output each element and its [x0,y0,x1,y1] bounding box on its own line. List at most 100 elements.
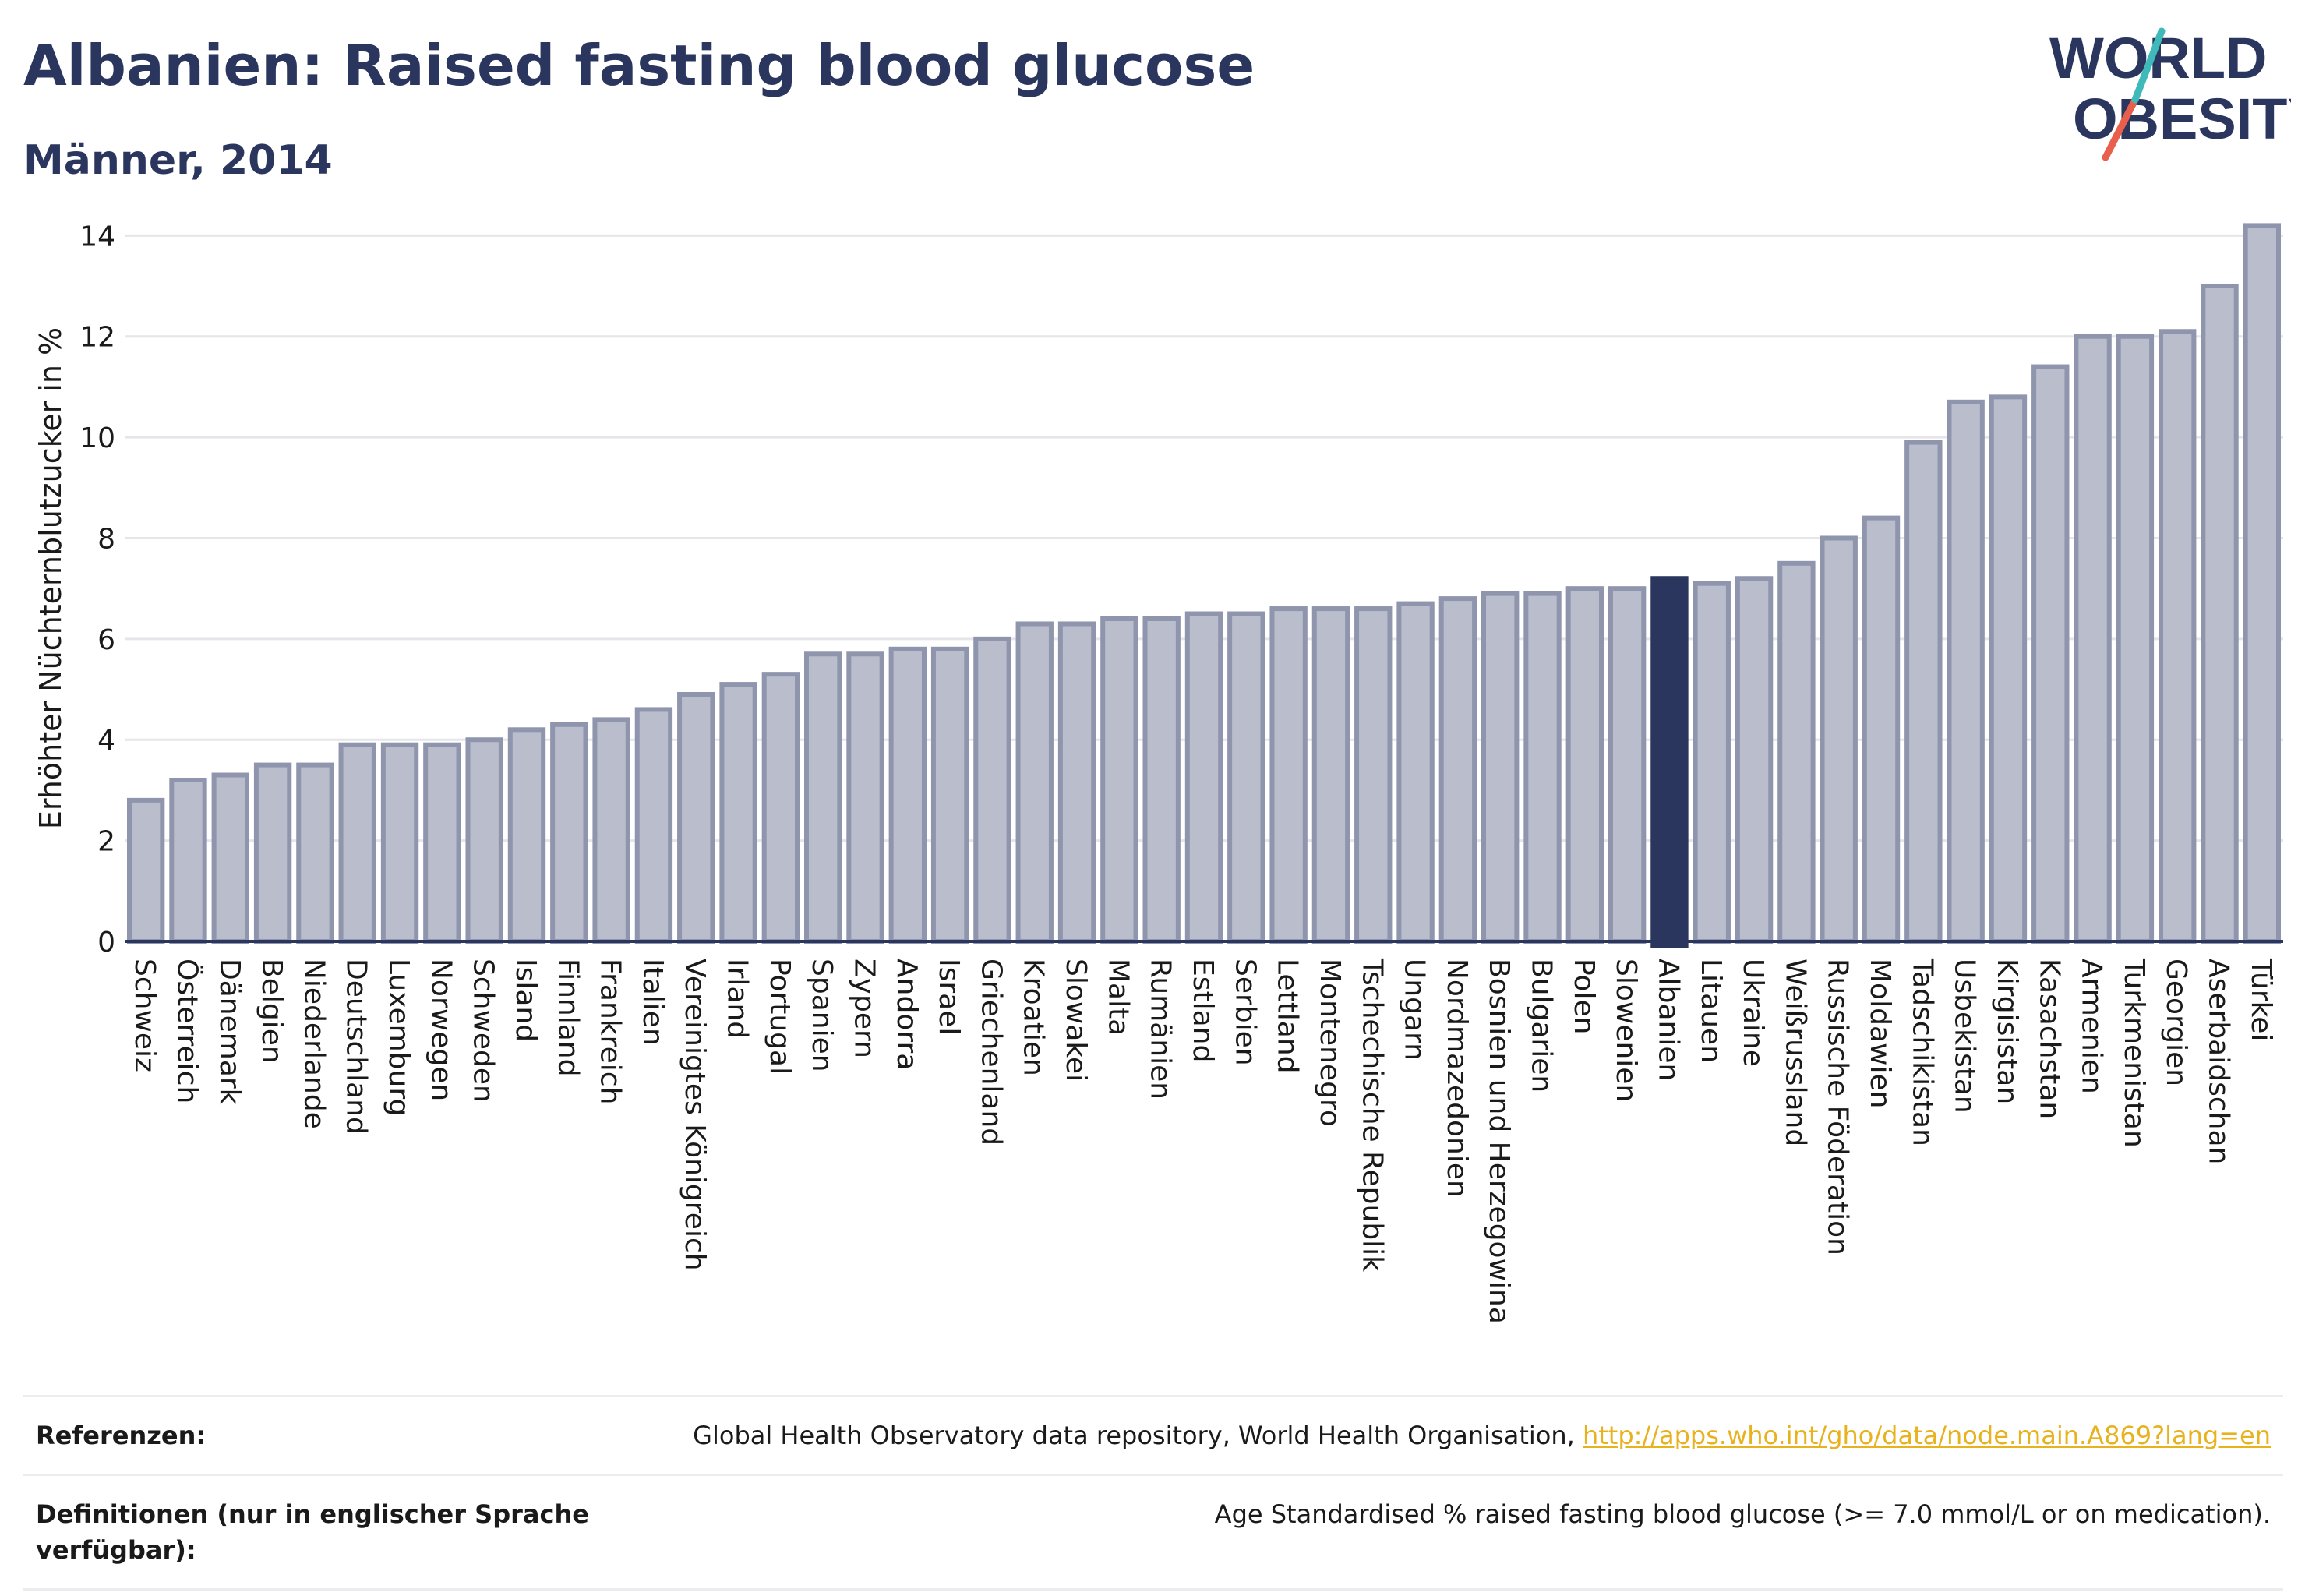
bar [338,742,376,944]
bar [380,742,419,944]
x-tick-label: Polen [1568,959,1600,1034]
bar [423,742,461,944]
x-tick-label: Norwegen [425,959,457,1101]
definitions-label: Definitionen (nur in englischer Sprache … [36,1499,589,1565]
x-tick-label: Montenegro [1314,959,1346,1127]
bar [761,672,800,944]
references-row: Referenzen: Global Health Observatory da… [23,1395,2283,1474]
y-tick-label: 2 [97,826,115,858]
x-tick-label: Finnland [552,959,584,1076]
x-tick-label: Irland [722,959,754,1039]
page-title: Albanien: Raised fasting blood glucose [23,33,1255,98]
x-tick-label: Russische Föderation [1822,959,1854,1255]
bar [1904,440,1943,944]
bar [126,797,165,945]
bar [2116,334,2155,945]
bar [253,762,292,944]
x-tick-label: Moldawien [1864,959,1896,1108]
bar [1777,560,1816,944]
x-tick-label: Kirgisistan [1991,959,2023,1104]
bar [634,707,673,945]
world-obesity-logo: WORLD OBESITY [2049,26,2291,161]
bar [1227,611,1265,944]
bar [1608,586,1647,944]
definitions-value: Age Standardised % raised fasting blood … [1214,1499,2271,1529]
bar-highlighted [1650,576,1689,948]
x-tick-label: Türkei [2245,958,2277,1041]
x-tick-label: Island [510,959,542,1042]
bar [1735,576,1774,944]
x-tick-label: Andorra [891,959,923,1070]
x-tick-label: Armenien [2076,959,2108,1094]
x-tick-label: Zypern [848,959,880,1058]
x-tick-label: Schweiz [129,959,161,1072]
bar [677,692,715,944]
bar [803,651,842,945]
bar [2074,334,2112,945]
references-text: Global Health Observatory data repositor… [693,1421,1583,1450]
references-link[interactable]: http://apps.who.int/gho/data/node.main.A… [1582,1421,2271,1450]
x-tick-label: Italien [637,959,669,1046]
x-tick-label: Estland [1187,959,1219,1062]
bar [1693,581,1731,944]
x-tick-label: Tschechische Republik [1356,958,1388,1272]
y-tick-label: 12 [79,322,115,354]
bar [719,682,757,944]
x-tick-label: Österreich [171,959,203,1103]
y-tick-label: 10 [79,422,115,454]
definitions-row: Definitionen (nur in englischer Sprache … [23,1474,2283,1591]
x-tick-label: Georgien [2160,959,2192,1086]
x-tick-label: Lettland [1272,959,1304,1074]
bar [1438,596,1477,944]
bar [2159,329,2197,944]
x-tick-label: Kroatien [1018,959,1050,1076]
bar [888,646,927,944]
x-tick-label: Niederlande [298,959,330,1129]
bar [465,737,503,944]
x-tick-label: Ungarn [1399,959,1431,1061]
bar [169,777,207,944]
x-tick-label: Dänemark [214,959,245,1105]
bar [846,651,884,945]
x-tick-label: Belgien [256,959,288,1064]
bar [507,727,546,945]
x-tick-label: Aserbaidschan [2203,959,2235,1164]
y-tick-label: 6 [97,624,115,656]
x-tick-label: Albanien [1652,959,1684,1081]
bar [211,772,249,944]
bar [1862,515,1901,944]
bar [296,762,334,944]
x-tick-label: Vereinigtes Königreich [679,959,711,1271]
x-tick-label: Slowenien [1610,959,1642,1102]
y-tick-label: 8 [97,523,115,555]
logo-slash-red [2102,96,2139,161]
bar [2243,223,2282,944]
bar [1396,601,1435,944]
x-tick-label: Malta [1102,959,1134,1036]
x-tick-label: Luxemburg [383,959,415,1116]
x-axis-labels: Schweiz Österreich Dänemark Belgien Niederla… [129,958,2277,1324]
x-tick-label: Ukraine [1737,959,1769,1067]
logo-slash-teal [2131,27,2166,104]
references-value: Global Health Observatory data repositor… [693,1418,2271,1453]
x-tick-label: Spanien [806,959,838,1072]
x-tick-label: Kasachstan [2033,959,2065,1119]
x-tick-label: Schweden [468,959,499,1103]
logo-line2: OBESITY [2073,87,2291,151]
x-tick-label: Israel [933,959,965,1035]
footer: Referenzen: Global Health Observatory da… [23,1395,2283,1591]
bars [126,223,2282,948]
page-subtitle: Männer, 2014 [23,137,333,184]
x-tick-label: Turkmenistan [2118,958,2150,1148]
bar [2201,284,2239,944]
bar [930,646,969,944]
bar [1057,621,1096,945]
x-tick-label: Serbien [1229,959,1261,1066]
x-tick-label: Bulgarien [1526,959,1558,1093]
bar-chart: 0 2 4 6 8 10 12 14 Schweiz Österreich Dänemark Bel… [34,221,2283,1324]
x-tick-label: Frankreich [595,959,627,1104]
bar [973,636,1011,944]
bar [550,722,588,944]
x-tick-label: Bosnien und Herzegowina [1483,959,1515,1324]
y-tick-label: 14 [79,221,115,252]
